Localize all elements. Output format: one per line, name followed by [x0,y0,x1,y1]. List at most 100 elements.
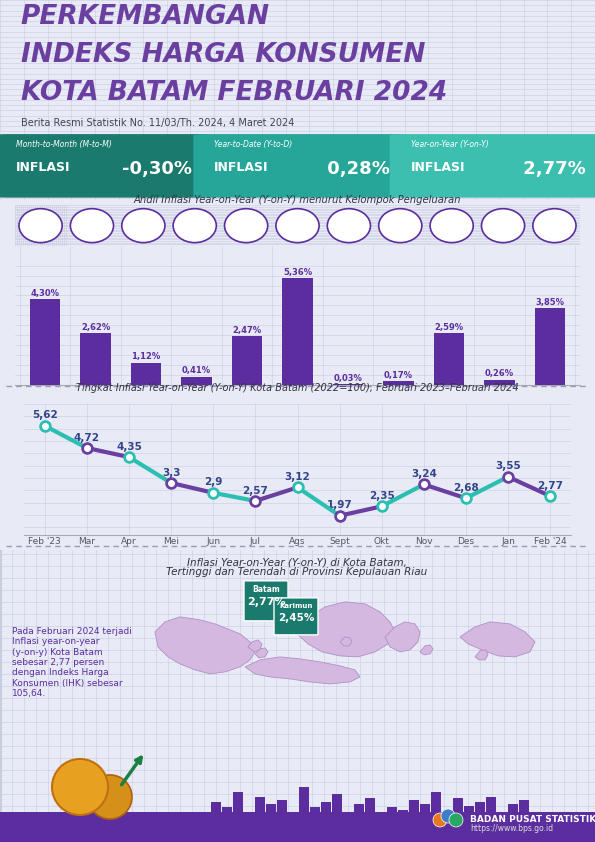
Bar [409,800,419,842]
Bar [310,807,320,842]
Bar [255,797,265,842]
Text: Transportasi: Transportasi [281,246,314,251]
Bar [332,794,342,842]
Bar [431,792,441,842]
Bar [420,804,430,842]
Text: 4,72: 4,72 [74,433,100,443]
FancyBboxPatch shape [193,134,408,198]
Text: Rekreasi,
Olahraga
& Budaya: Rekreasi, Olahraga & Budaya [387,246,413,263]
Text: 3,12: 3,12 [284,472,311,482]
Bar [233,792,243,842]
Text: Makanan,
Minuman &
Tembakau: Makanan, Minuman & Tembakau [26,246,56,263]
FancyBboxPatch shape [0,134,209,198]
Circle shape [327,209,371,242]
Text: 0,28%: 0,28% [321,160,390,178]
Text: 5,62: 5,62 [32,410,58,420]
Text: 2,77%: 2,77% [517,160,586,178]
Circle shape [430,209,473,242]
Polygon shape [420,645,433,655]
Text: Inflasi Year-on-Year (Y-on-Y) di Kota Batam,: Inflasi Year-on-Year (Y-on-Y) di Kota Ba… [187,558,407,568]
Text: KOTA BATAM FEBRUARI 2024: KOTA BATAM FEBRUARI 2024 [21,80,447,106]
Text: 3,24: 3,24 [411,469,437,479]
Text: 3,85%: 3,85% [536,298,564,307]
Text: 2,62%: 2,62% [81,322,110,332]
Bar [453,798,463,842]
Text: BADAN PUSAT STATISTIK: BADAN PUSAT STATISTIK [470,816,595,824]
Bar [535,308,565,385]
Text: Karimun: Karimun [279,603,313,609]
Circle shape [449,813,463,827]
Bar [475,802,485,842]
Circle shape [433,813,447,827]
Text: Penyediaan
Makanan &
Minuman/
Restoran: Penyediaan Makanan & Minuman/ Restoran [488,246,518,269]
Bar [200,814,210,842]
Bar [299,787,309,842]
Bar [398,810,408,842]
Text: Tingkat Inflasi Year-on-Year (Y-on-Y) Kota Batam (2022=100), Februari 2023–Febru: Tingkat Inflasi Year-on-Year (Y-on-Y) Ko… [76,383,519,393]
Text: Pada Februari 2024 terjadi
Inflasi year-on-year
(y-on-y) Kota Batam
sebesar 2,77: Pada Februari 2024 terjadi Inflasi year-… [12,627,132,698]
Text: 2,35: 2,35 [369,491,394,501]
Text: 2,9: 2,9 [204,477,223,488]
Bar [376,814,386,842]
Polygon shape [385,622,420,652]
Text: 5,36%: 5,36% [283,269,312,277]
Circle shape [52,759,108,815]
Text: INFLASI: INFLASI [214,161,269,173]
Text: INFLASI: INFLASI [411,161,465,173]
Text: Pendidikan: Pendidikan [437,246,466,251]
Polygon shape [460,622,535,657]
Text: Batam: Batam [252,585,280,594]
Text: Kesehatan: Kesehatan [232,246,260,251]
Polygon shape [295,602,395,657]
Text: 0,41%: 0,41% [182,366,211,376]
Text: PERKEMBANGAN: PERKEMBANGAN [21,4,270,30]
Bar [354,804,364,842]
Bar [232,336,262,385]
Text: 3,55: 3,55 [495,461,521,472]
Polygon shape [248,640,262,652]
Polygon shape [155,617,255,674]
Text: 2,59%: 2,59% [434,323,464,333]
FancyBboxPatch shape [274,598,318,635]
Circle shape [88,775,132,819]
Polygon shape [340,637,352,646]
Text: Month-to-Month (M-to-M): Month-to-Month (M-to-M) [16,140,112,149]
Text: 1,12%: 1,12% [131,352,161,361]
Text: Year-to-Date (Y-to-D): Year-to-Date (Y-to-D) [214,140,293,149]
Text: 0,26%: 0,26% [485,370,514,378]
Bar [80,333,111,385]
Text: 2,45%: 2,45% [278,613,314,623]
Text: 4,30%: 4,30% [31,290,60,298]
Circle shape [122,209,165,242]
Text: 2,57: 2,57 [242,486,268,495]
Text: 2,47%: 2,47% [233,326,262,334]
Bar [365,798,375,842]
Text: Perumahan,
Air, Listrik &
Bahan
Bakar Rumah
Tangga: Perumahan, Air, Listrik & Bahan Bakar Ru… [126,246,161,274]
Circle shape [70,209,114,242]
Circle shape [19,209,62,242]
Text: Tertinggi dan Terendah di Provinsi Kepulauan Riau: Tertinggi dan Terendah di Provinsi Kepul… [167,567,428,577]
Text: Berita Resmi Statistik No. 11/03/Th. 2024, 4 Maret 2024: Berita Resmi Statistik No. 11/03/Th. 202… [21,118,294,128]
Bar [497,812,507,842]
Polygon shape [255,647,268,658]
Text: INDEKS HARGA KONSUMEN: INDEKS HARGA KONSUMEN [21,42,425,68]
Bar [0,812,595,842]
Text: 1,97: 1,97 [327,500,352,510]
Text: Pakaian &
Alas Kaki: Pakaian & Alas Kaki [79,246,105,257]
Bar [30,300,60,385]
Circle shape [173,209,217,242]
Polygon shape [475,650,488,660]
Text: 2,77: 2,77 [537,481,563,491]
Bar [343,812,353,842]
FancyBboxPatch shape [390,134,595,198]
Text: -0,30%: -0,30% [121,160,192,178]
Text: 3,3: 3,3 [162,467,180,477]
Bar [387,807,397,842]
Bar [277,800,287,842]
Text: 2,68: 2,68 [453,482,479,493]
Circle shape [276,209,319,242]
Bar [486,797,496,842]
Text: 2,77%: 2,77% [247,597,286,607]
Bar [283,279,312,385]
Text: Perawatan
Pribadi &
Jasa Lainnya: Perawatan Pribadi & Jasa Lainnya [538,246,571,263]
